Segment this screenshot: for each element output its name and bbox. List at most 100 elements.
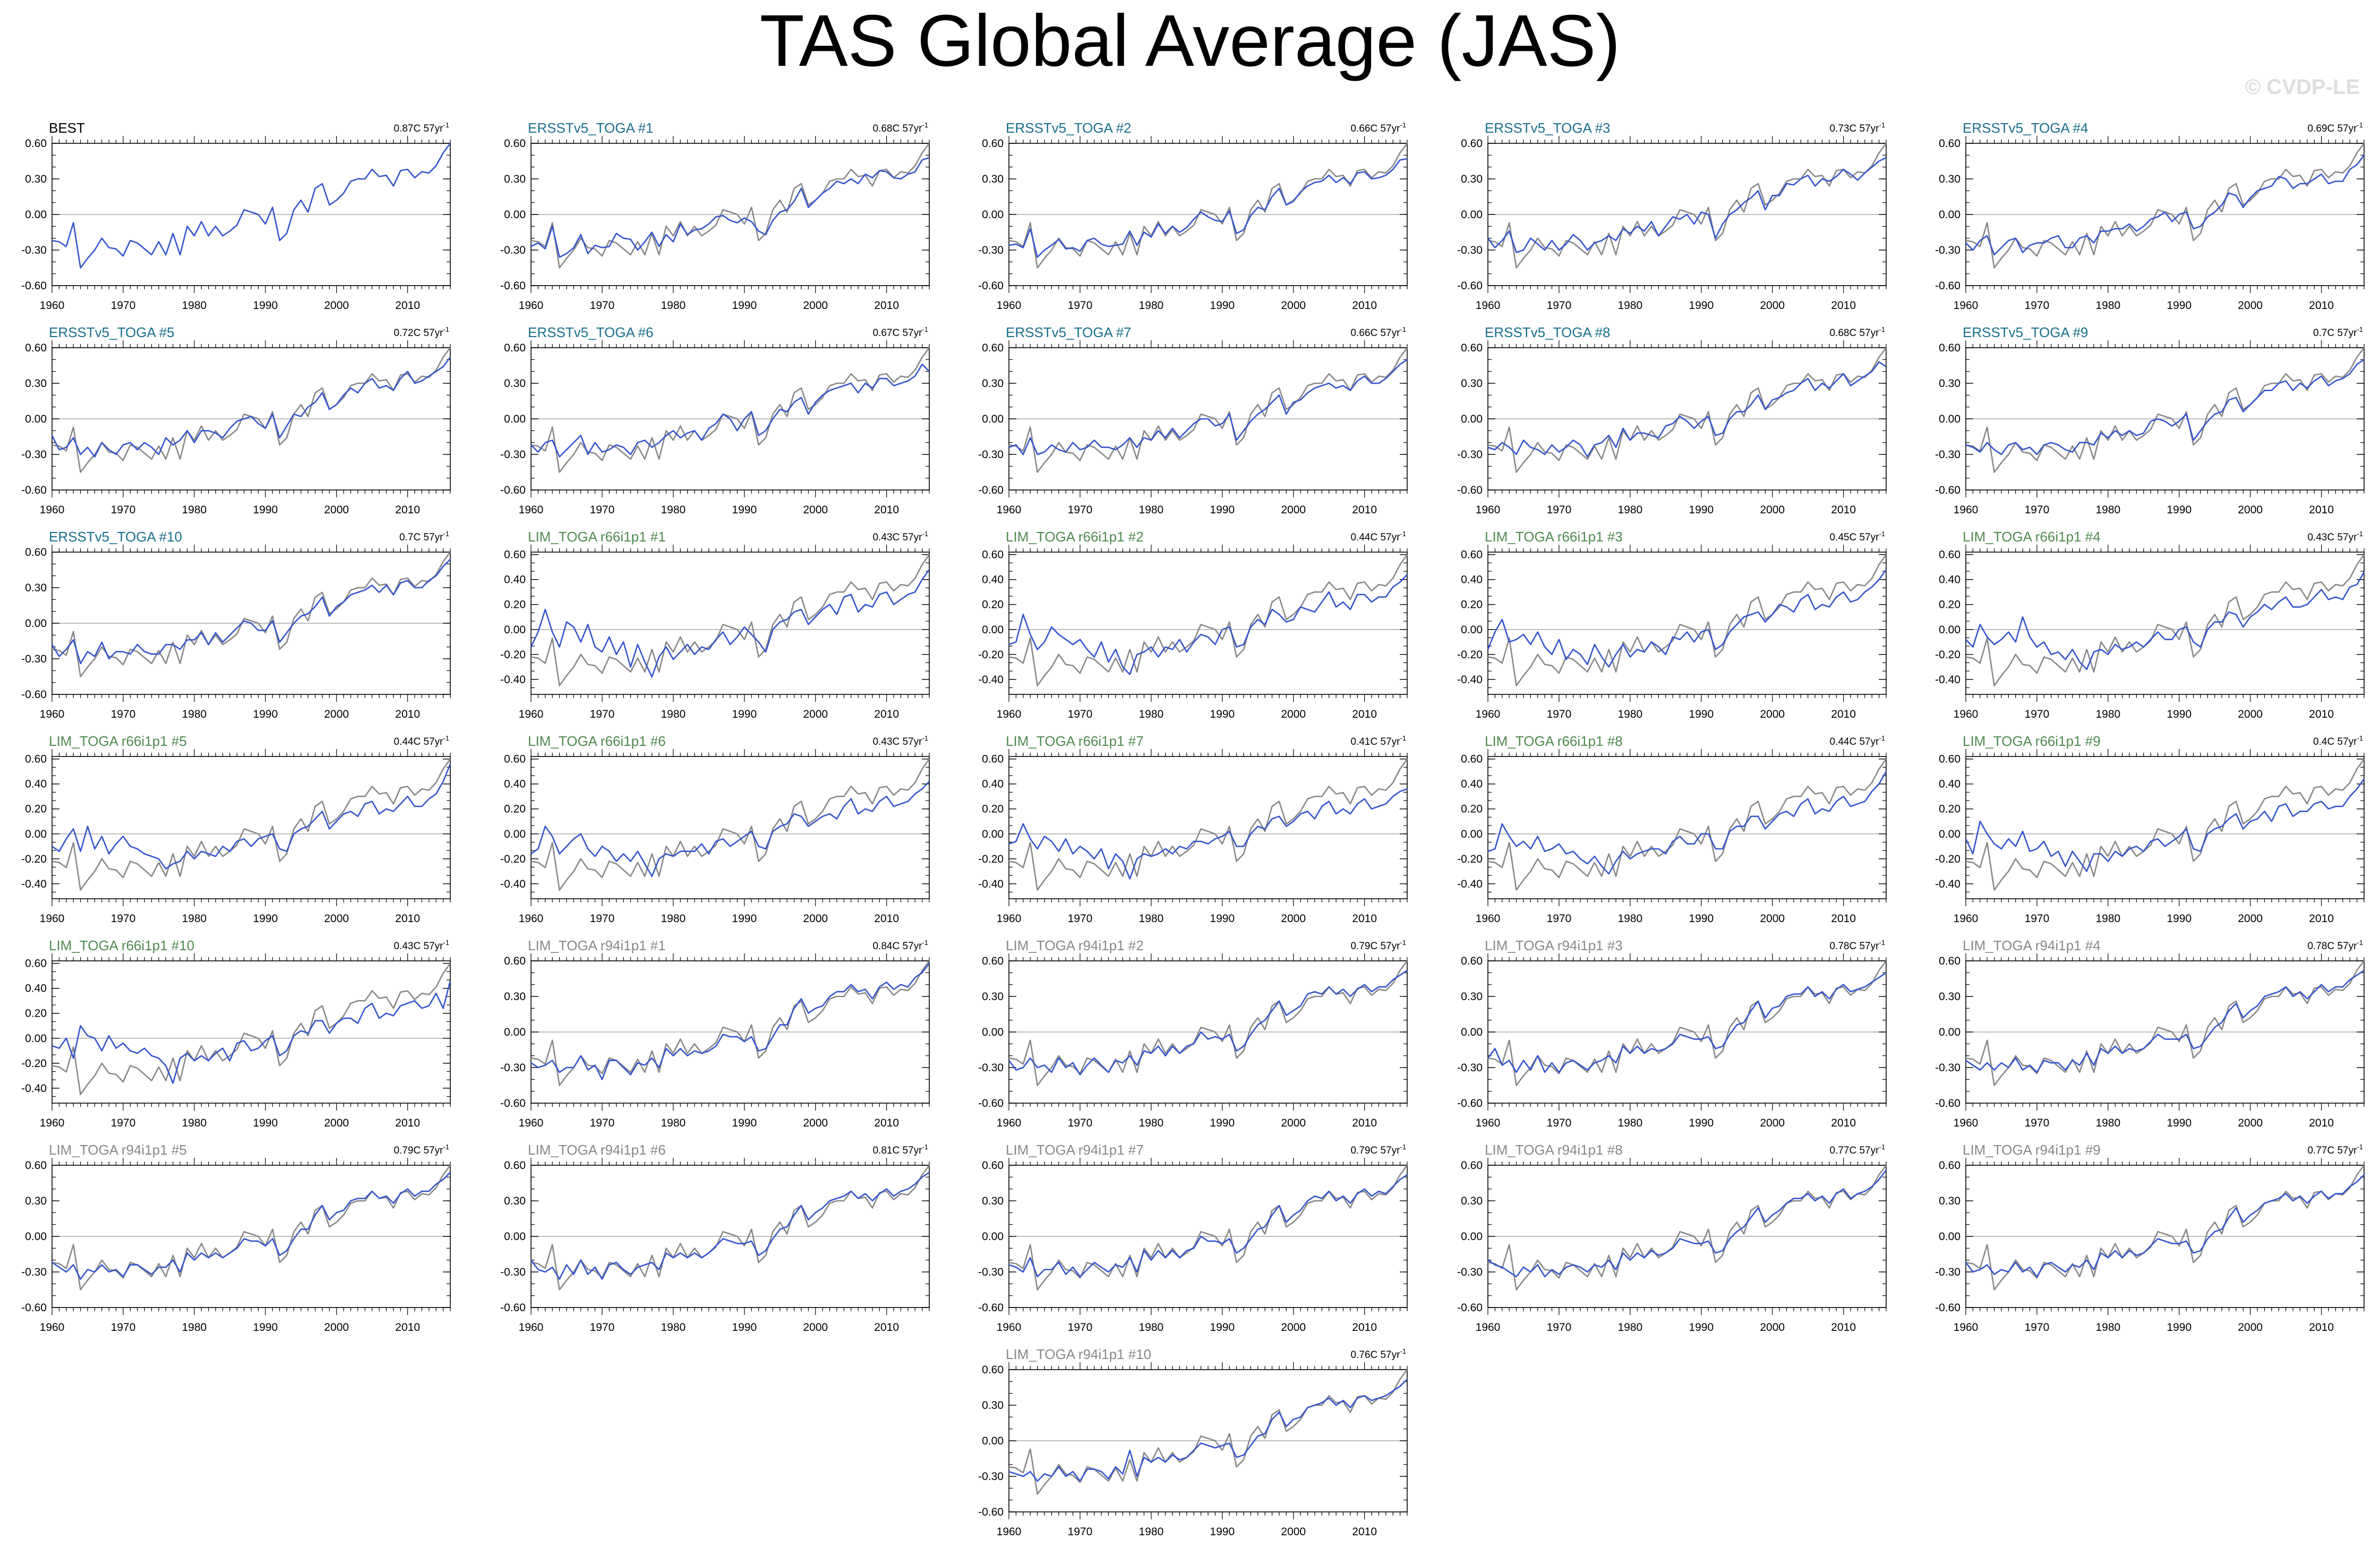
- y-tick-label: -0.60: [978, 1506, 1004, 1518]
- x-tick-label: 1980: [182, 913, 207, 925]
- y-tick-label: 0.30: [982, 1399, 1004, 1412]
- x-tick-label: 1980: [661, 1117, 686, 1129]
- x-tick-label: 2000: [1281, 1526, 1306, 1538]
- panel-title: LIM_TOGA r66i1p1 #2: [1006, 529, 1144, 545]
- y-tick-label: 0.20: [1939, 803, 1960, 815]
- y-tick-label: -0.60: [1935, 1097, 1960, 1110]
- x-tick-label: 1990: [2167, 1117, 2191, 1129]
- x-tick-label: 1970: [1068, 504, 1093, 516]
- y-tick-label: -0.30: [500, 449, 526, 461]
- x-tick-label: 1990: [732, 504, 757, 516]
- x-tick-label: 1970: [2025, 708, 2050, 720]
- panel-3: ERSSTv5_TOGA #2 0.66C 57yr-1 0.60 0.30 0.00 -…: [978, 120, 1408, 312]
- panel-4: ERSSTv5_TOGA #3 0.73C 57yr-1 0.60 0.30 0.00 -…: [1457, 120, 1887, 312]
- y-tick-label: 0.60: [25, 958, 47, 970]
- y-tick-label: 0.00: [504, 624, 526, 636]
- y-tick-label: -0.40: [1935, 878, 1960, 890]
- observed-series-line: [52, 962, 451, 1095]
- y-tick-label: -0.60: [1457, 280, 1483, 292]
- x-tick-label: 2010: [874, 1321, 899, 1334]
- x-tick-label: 2010: [1352, 1526, 1377, 1538]
- panel-trend-label: 0.43C 57yr-1: [872, 530, 928, 543]
- x-tick-label: 1980: [1138, 913, 1163, 925]
- x-tick-label: 1980: [2095, 299, 2120, 312]
- y-tick-label: 0.00: [1939, 624, 1960, 636]
- x-tick-label: 1970: [590, 1117, 615, 1129]
- ensemble-series-line: [51, 357, 451, 458]
- panel-title: ERSSTv5_TOGA #4: [1963, 120, 2088, 136]
- x-tick-label: 2000: [324, 1321, 349, 1334]
- observed-series-line: [1487, 554, 1887, 686]
- x-tick-label: 1960: [1954, 504, 1979, 516]
- panel-trend-label: 0.41C 57yr-1: [1350, 734, 1406, 747]
- panel-23: LIM_TOGA r94i1p1 #2 0.79C 57yr-1 0.60 0.30 0…: [978, 938, 1408, 1129]
- panel-title: LIM_TOGA r66i1p1 #7: [1006, 733, 1144, 749]
- y-tick-label: 0.60: [504, 1159, 526, 1172]
- y-tick-label: 0.00: [982, 1026, 1004, 1038]
- x-tick-label: 1990: [253, 299, 278, 312]
- x-tick-label: 1960: [1476, 1117, 1501, 1129]
- x-tick-label: 2010: [1831, 708, 1856, 720]
- ensemble-series-line: [530, 569, 930, 678]
- observed-series-line: [1965, 758, 2365, 891]
- x-tick-label: 1980: [661, 708, 686, 720]
- y-tick-label: 0.00: [1939, 413, 1960, 425]
- x-tick-label: 1970: [1547, 504, 1572, 516]
- y-tick-label: 0.40: [504, 778, 526, 790]
- observed-series-line: [530, 960, 930, 1086]
- observed-series-line: [52, 347, 451, 473]
- x-tick-label: 2000: [1281, 299, 1306, 312]
- x-tick-label: 1990: [2167, 913, 2191, 925]
- panel-title: ERSSTv5_TOGA #10: [49, 529, 182, 545]
- y-tick-label: 0.00: [1461, 1026, 1483, 1038]
- ensemble-series-line: [52, 763, 451, 870]
- x-tick-label: 1990: [1210, 1526, 1235, 1538]
- x-tick-label: 1990: [253, 504, 278, 516]
- x-tick-label: 2000: [803, 504, 828, 516]
- y-tick-label: 0.60: [1939, 342, 1960, 354]
- x-tick-label: 1990: [1210, 1321, 1235, 1334]
- x-tick-label: 2000: [1760, 504, 1785, 516]
- panel-18: LIM_TOGA r66i1p1 #7 0.41C 57yr-1 0.60 0.40 0…: [978, 733, 1408, 925]
- panel-trend-label: 0.73C 57yr-1: [1829, 121, 1885, 134]
- y-tick-label: 0.60: [1461, 342, 1483, 354]
- y-tick-label: -0.20: [1457, 649, 1483, 661]
- x-tick-label: 1970: [2025, 1321, 2050, 1334]
- y-tick-label: -0.40: [1457, 674, 1483, 686]
- panel-14: LIM_TOGA r66i1p1 #3 0.45C 57yr-1 0.60 0.40 0…: [1457, 529, 1887, 720]
- x-tick-label: 1980: [182, 1117, 207, 1129]
- x-tick-label: 1990: [253, 913, 278, 925]
- ensemble-series-line: [530, 962, 930, 1080]
- panel-trend-label: 0.45C 57yr-1: [1829, 530, 1885, 543]
- panel-trend-label: 0.76C 57yr-1: [1350, 1347, 1406, 1361]
- x-tick-label: 2000: [803, 708, 828, 720]
- y-tick-label: 0.60: [982, 549, 1004, 561]
- x-tick-label: 1990: [1689, 708, 1714, 720]
- panel-trend-label: 0.79C 57yr-1: [1350, 939, 1406, 952]
- panel-trend-label: 0.68C 57yr-1: [872, 121, 928, 134]
- ensemble-series-line: [1487, 569, 1887, 668]
- y-tick-label: 0.30: [1461, 991, 1483, 1003]
- x-tick-label: 1970: [590, 708, 615, 720]
- x-tick-label: 2000: [1281, 1117, 1306, 1129]
- observed-series-line: [1008, 1369, 1408, 1495]
- panel-29: LIM_TOGA r94i1p1 #8 0.77C 57yr-1 0.60 0.30 0…: [1457, 1142, 1887, 1334]
- x-tick-label: 1970: [111, 913, 136, 925]
- y-tick-label: -0.60: [1457, 1302, 1483, 1314]
- panel-title: LIM_TOGA r94i1p1 #1: [528, 938, 666, 953]
- y-tick-label: -0.60: [21, 1302, 47, 1314]
- y-tick-label: -0.60: [1457, 484, 1483, 496]
- x-tick-label: 1980: [2095, 504, 2120, 516]
- x-tick-label: 1990: [1689, 913, 1714, 925]
- panel-20: LIM_TOGA r66i1p1 #9 0.4C 57yr-1 0.60 0.40 0.…: [1935, 733, 2365, 925]
- panel-6: ERSSTv5_TOGA #5 0.72C 57yr-1 0.60 0.30 0.00 -…: [21, 324, 451, 516]
- y-tick-label: 0.60: [25, 753, 47, 766]
- y-tick-label: 0.30: [1939, 991, 1960, 1003]
- y-tick-label: 0.40: [25, 778, 47, 790]
- panel-trend-label: 0.81C 57yr-1: [872, 1143, 928, 1156]
- x-tick-label: 1980: [2095, 1117, 2120, 1129]
- panel-title: ERSSTv5_TOGA #9: [1963, 324, 2088, 340]
- y-tick-label: -0.40: [1935, 674, 1960, 686]
- panel-title: LIM_TOGA r94i1p1 #9: [1963, 1142, 2101, 1158]
